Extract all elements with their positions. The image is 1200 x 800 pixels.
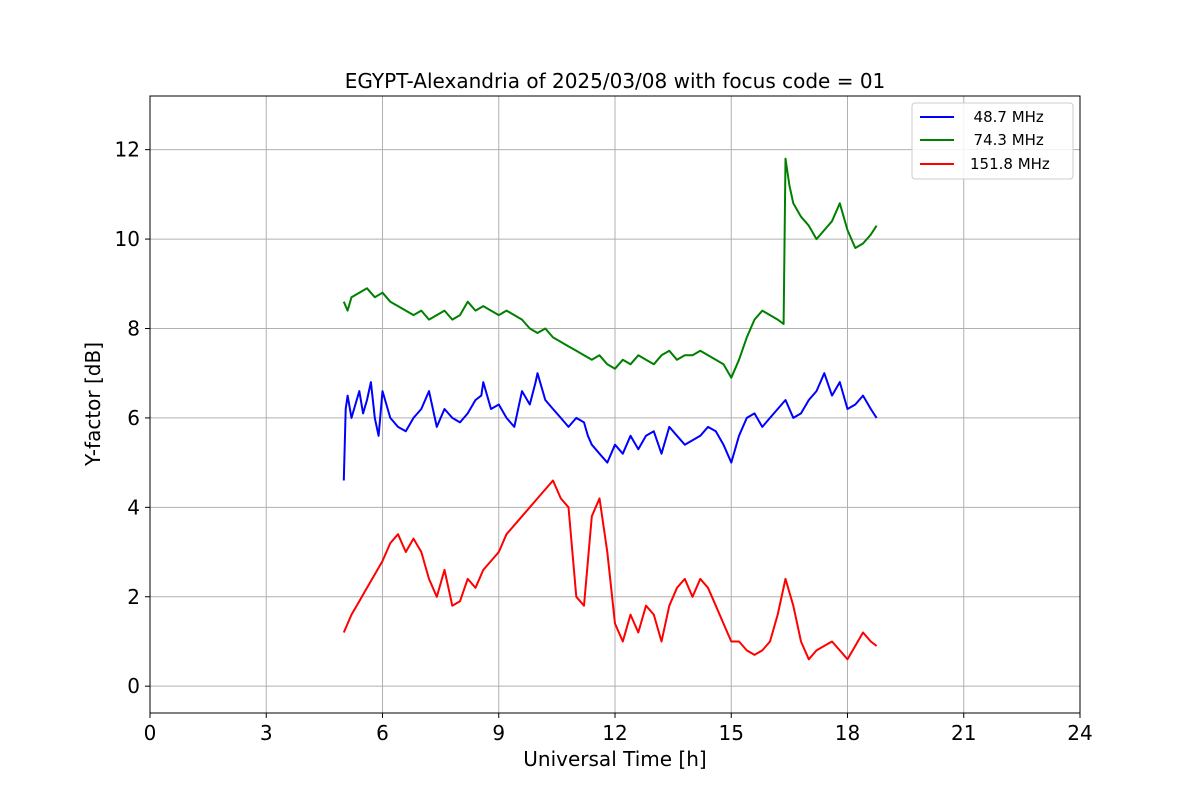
x-tick-label: 18 [835, 721, 860, 745]
series-151-8-mhz [342, 479, 878, 661]
y-axis-ticks: 0 2 4 6 8 10 12 [115, 138, 150, 698]
legend-label-151-8: 151.8 MHz [970, 155, 1050, 173]
series-74-3-mhz [342, 157, 878, 379]
legend: 48.7 MHz 74.3 MHz 151.8 MHz [911, 102, 1074, 180]
y-axis-label: Y-factor [dB] [81, 342, 105, 467]
series-48-7-mhz [342, 372, 878, 481]
y-tick-label: 8 [127, 316, 140, 340]
x-tick-label: 21 [951, 721, 976, 745]
x-tick-label: 12 [602, 721, 627, 745]
chart-title: EGYPT-Alexandria of 2025/03/08 with focu… [345, 69, 886, 93]
legend-label-48-7: 48.7 MHz [964, 108, 1044, 126]
y-tick-label: 4 [127, 495, 140, 519]
y-tick-label: 12 [115, 138, 140, 162]
y-tick-label: 6 [127, 406, 140, 430]
x-tick-label: 6 [376, 721, 389, 745]
x-axis-ticks: 0 3 6 9 12 15 18 21 24 [144, 713, 1093, 745]
x-tick-label: 0 [144, 721, 157, 745]
legend-label-74-3: 74.3 MHz [964, 131, 1044, 149]
y-tick-label: 0 [127, 674, 140, 698]
x-tick-label: 9 [492, 721, 505, 745]
legend-box [911, 102, 1074, 180]
plot-series [342, 157, 878, 661]
x-tick-label: 24 [1067, 721, 1092, 745]
x-tick-label: 3 [260, 721, 273, 745]
y-tick-label: 2 [127, 585, 140, 609]
x-axis-label: Universal Time [h] [523, 747, 706, 771]
y-tick-label: 10 [115, 227, 140, 251]
x-tick-label: 15 [719, 721, 744, 745]
